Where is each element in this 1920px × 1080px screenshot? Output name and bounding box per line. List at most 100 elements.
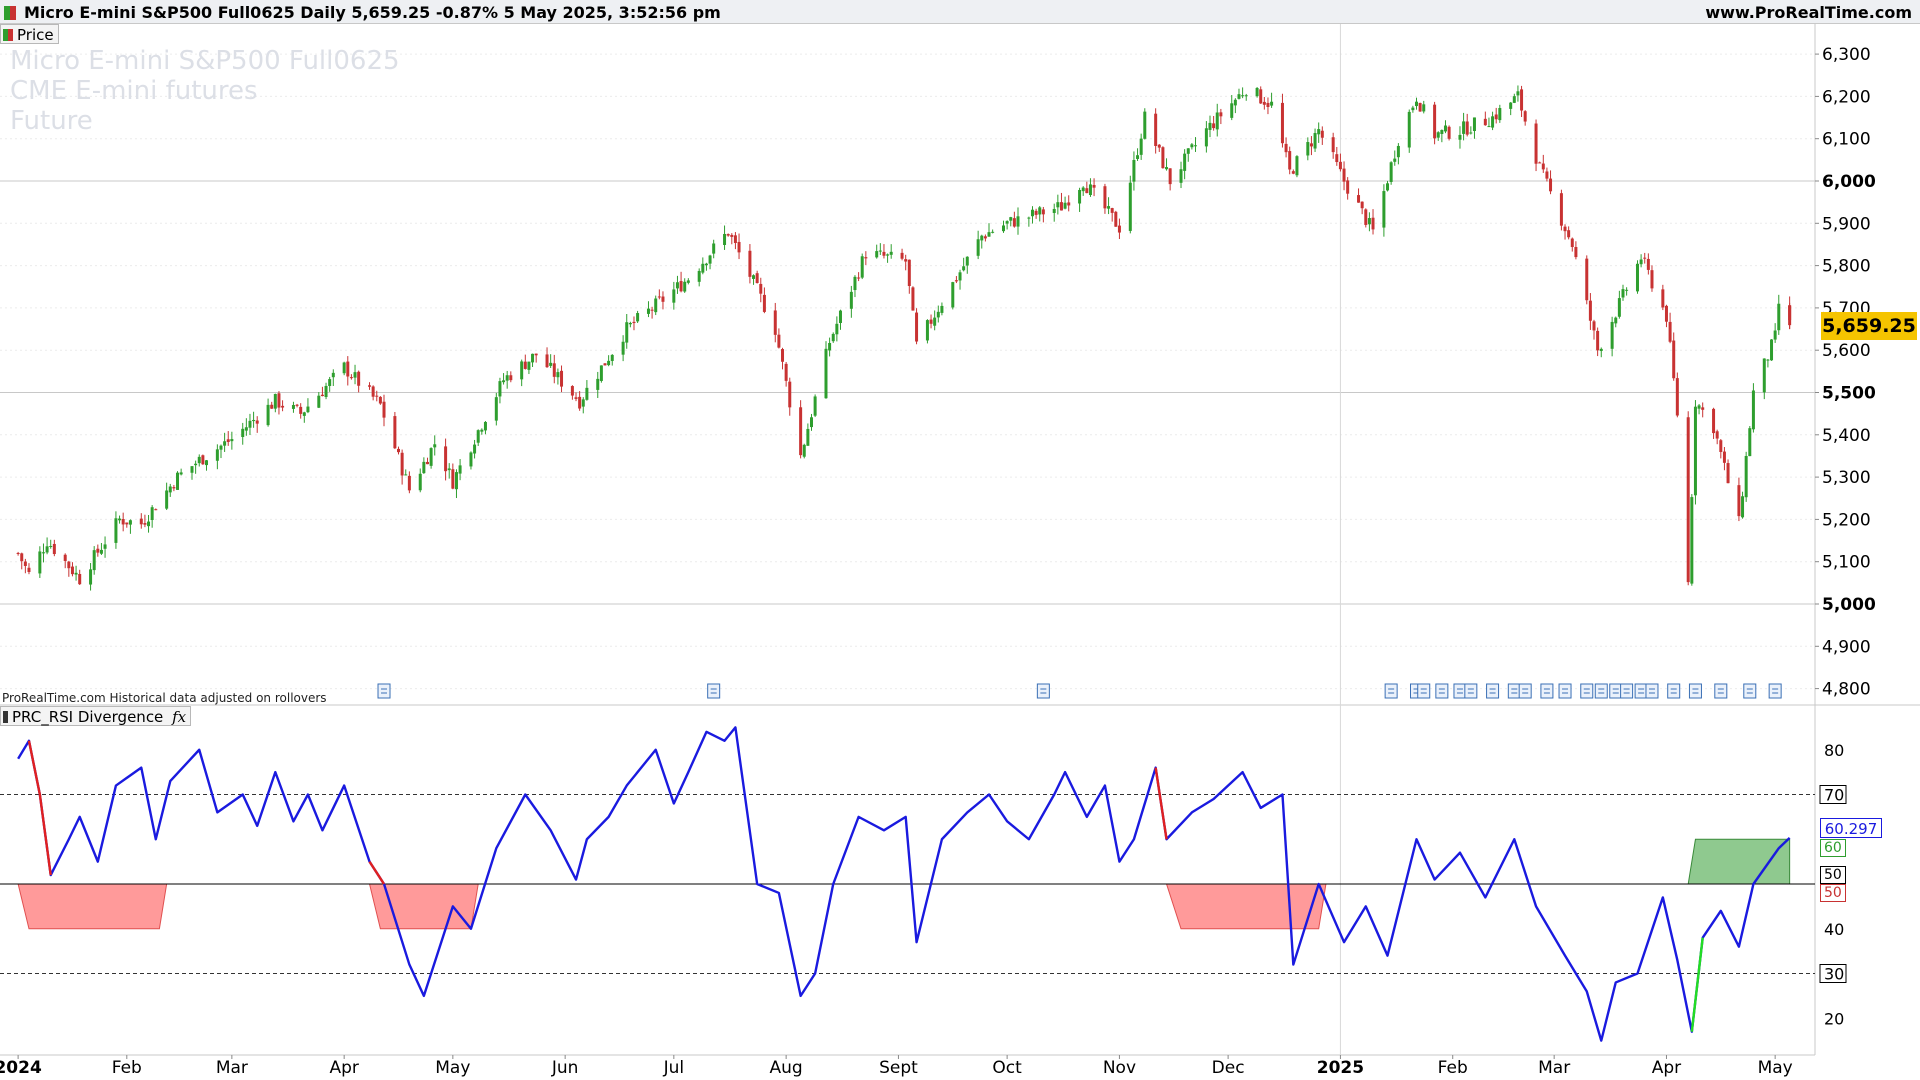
candle <box>1009 217 1013 221</box>
x-axis-label: Nov <box>1103 1058 1136 1078</box>
candle <box>1585 258 1589 301</box>
candle <box>1726 463 1730 484</box>
fx-icon[interactable]: fx <box>172 708 187 726</box>
candle <box>1136 155 1140 159</box>
candle <box>570 386 574 396</box>
candle <box>527 361 531 370</box>
candle <box>342 362 346 374</box>
candle <box>1588 300 1592 321</box>
candle <box>494 397 498 421</box>
candle <box>444 446 448 472</box>
rsi-line <box>17 726 1791 1042</box>
candle <box>215 449 219 461</box>
candle <box>1646 258 1650 270</box>
candle <box>469 452 473 467</box>
candle <box>27 567 31 572</box>
candle <box>704 263 708 266</box>
candle <box>70 566 74 575</box>
candle <box>1012 218 1016 227</box>
candle <box>118 518 122 521</box>
candle <box>1491 116 1495 128</box>
candle <box>1190 144 1194 148</box>
candle <box>509 375 513 381</box>
candle <box>1770 339 1774 361</box>
candle <box>1114 211 1118 227</box>
event-icon <box>1594 683 1608 699</box>
candle <box>1668 321 1672 342</box>
candle <box>1625 289 1629 291</box>
divergence-segment <box>1154 767 1168 840</box>
candle <box>1549 178 1553 192</box>
candle <box>991 231 995 233</box>
candle <box>1498 108 1502 121</box>
candle <box>306 406 310 413</box>
candle <box>252 419 256 422</box>
candle <box>331 372 335 378</box>
candle <box>1701 407 1705 410</box>
candle <box>708 255 712 264</box>
candle <box>38 551 42 574</box>
candle <box>299 406 303 414</box>
price-tick-label: 6,100 <box>1822 130 1871 150</box>
candle <box>1335 154 1339 163</box>
indicator-legend[interactable]: PRC_RSI Divergence fx <box>0 706 192 726</box>
candle <box>878 250 882 252</box>
candle <box>1371 217 1375 230</box>
candle <box>324 385 328 397</box>
candle <box>1523 111 1527 122</box>
divergence-segment <box>368 860 386 885</box>
candle <box>1255 87 1259 97</box>
candle <box>661 296 665 302</box>
candle <box>397 448 401 453</box>
candle <box>723 233 727 245</box>
candle <box>273 393 277 409</box>
candle <box>748 250 752 277</box>
price-legend[interactable]: Price <box>0 24 59 44</box>
candle <box>1139 138 1143 155</box>
candle <box>560 370 564 387</box>
candle <box>176 472 180 490</box>
candle <box>150 507 154 521</box>
candle <box>654 298 658 313</box>
candle <box>1433 104 1437 139</box>
event-icon <box>1714 683 1728 699</box>
candle <box>936 311 940 318</box>
price-tick-label: 5,400 <box>1822 426 1871 446</box>
candle <box>752 275 756 279</box>
app-logo-icon <box>4 5 18 20</box>
candle <box>1266 102 1270 107</box>
candle <box>650 309 654 311</box>
candle <box>1635 263 1639 292</box>
event-icon <box>1507 683 1521 699</box>
candle <box>1664 305 1668 322</box>
candle <box>900 252 904 259</box>
candle <box>1483 118 1487 126</box>
candle <box>802 444 806 457</box>
candle <box>806 428 810 446</box>
level-black-label: 50 <box>1820 866 1846 884</box>
candle <box>1534 123 1538 164</box>
candle <box>1574 246 1578 258</box>
candle <box>603 363 607 366</box>
candle <box>835 323 839 335</box>
candle <box>940 305 944 313</box>
price-tick-label: 5,300 <box>1822 468 1871 488</box>
indicator-color-icon <box>3 711 8 723</box>
candle <box>1270 101 1274 106</box>
candle <box>1309 143 1313 147</box>
candle <box>781 349 785 362</box>
candle <box>1686 417 1690 583</box>
candle <box>976 239 980 256</box>
candle <box>1712 408 1716 434</box>
candle <box>418 473 422 491</box>
candle <box>1472 117 1476 131</box>
candle <box>980 235 984 241</box>
candle <box>1610 321 1614 349</box>
candle <box>270 404 274 409</box>
candle <box>1407 111 1411 148</box>
candle <box>1748 428 1752 457</box>
watermark-line-1: Micro E-mini S&P500 Full0625 <box>10 46 400 76</box>
candle <box>23 561 27 566</box>
indicator-value-label: 60.297 <box>1820 818 1882 838</box>
